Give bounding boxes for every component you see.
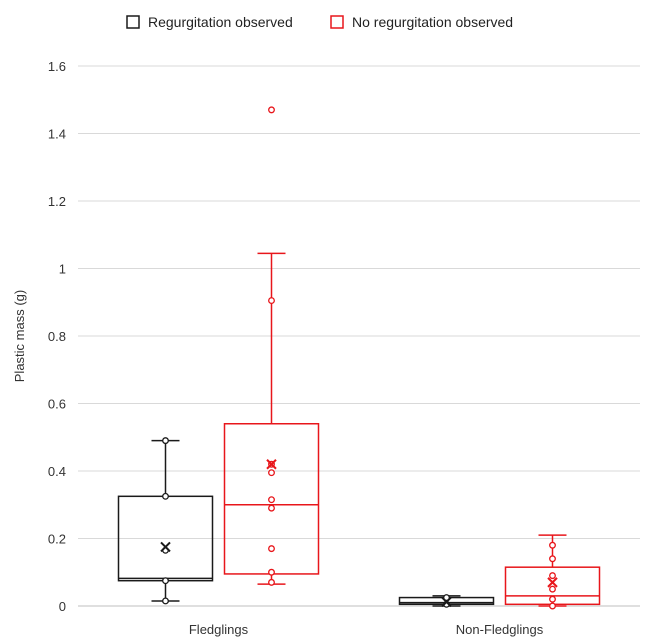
- data-point: [443, 594, 450, 602]
- data-point: [268, 469, 275, 477]
- data-point: [268, 106, 275, 114]
- x-tick-label: Fledglings: [189, 622, 249, 637]
- y-axis-title: Plastic mass (g): [12, 290, 27, 382]
- box-1-0: [223, 106, 320, 586]
- legend-swatch-regurgitation: [126, 15, 140, 29]
- data-point: [162, 597, 169, 605]
- y-tick-label: 1.4: [48, 127, 66, 142]
- legend-swatch-no-regurgitation: [330, 15, 344, 29]
- x-tick-labels: Fledglings Non-Fledglings: [189, 622, 544, 637]
- data-point: [549, 585, 556, 593]
- box-0-1: [398, 594, 495, 608]
- data-point: [268, 297, 275, 305]
- data-point: [162, 437, 169, 445]
- y-tick-label: 0.4: [48, 464, 66, 479]
- mean-marker-stroke: [547, 577, 558, 588]
- data-point: [549, 541, 556, 549]
- y-tick-label: 1.2: [48, 194, 66, 209]
- y-tick-label: 0.2: [48, 532, 66, 547]
- mean-marker: [547, 577, 558, 588]
- data-point: [268, 496, 275, 504]
- data-point: [549, 595, 556, 603]
- mean-marker: [266, 459, 277, 470]
- mean-marker-stroke: [266, 459, 277, 470]
- mean-marker-stroke: [160, 541, 171, 553]
- legend-label-no-regurgitation: No regurgitation observed: [352, 14, 513, 30]
- legend: Regurgitation observed No regurgitation …: [126, 14, 513, 30]
- box-1-1: [504, 534, 601, 610]
- y-tick-label: 0: [59, 599, 66, 614]
- legend-label-regurgitation: Regurgitation observed: [148, 14, 293, 30]
- data-point: [162, 577, 169, 585]
- data-point: [549, 555, 556, 563]
- y-tick-label: 0.8: [48, 329, 66, 344]
- data-point: [268, 545, 275, 553]
- data-point: [268, 504, 275, 512]
- gridlines: [78, 65, 640, 607]
- mean-marker: [160, 541, 171, 553]
- data-point: [549, 572, 556, 580]
- y-tick-label: 0.6: [48, 397, 66, 412]
- mean-marker-stroke: [441, 596, 452, 608]
- y-tick-labels: 0 0.2 0.4 0.6 0.8 1 1.2 1.4 1.6: [48, 59, 66, 614]
- box-series: [117, 106, 601, 610]
- data-point: [162, 492, 169, 500]
- y-tick-label: 1.6: [48, 59, 66, 74]
- y-tick-label: 1: [59, 262, 66, 277]
- data-point: [268, 578, 275, 586]
- x-tick-label: Non-Fledglings: [456, 622, 544, 637]
- data-point: [268, 568, 275, 576]
- mean-marker: [441, 596, 452, 608]
- box-0-0: [117, 437, 214, 605]
- data-point: [549, 602, 556, 610]
